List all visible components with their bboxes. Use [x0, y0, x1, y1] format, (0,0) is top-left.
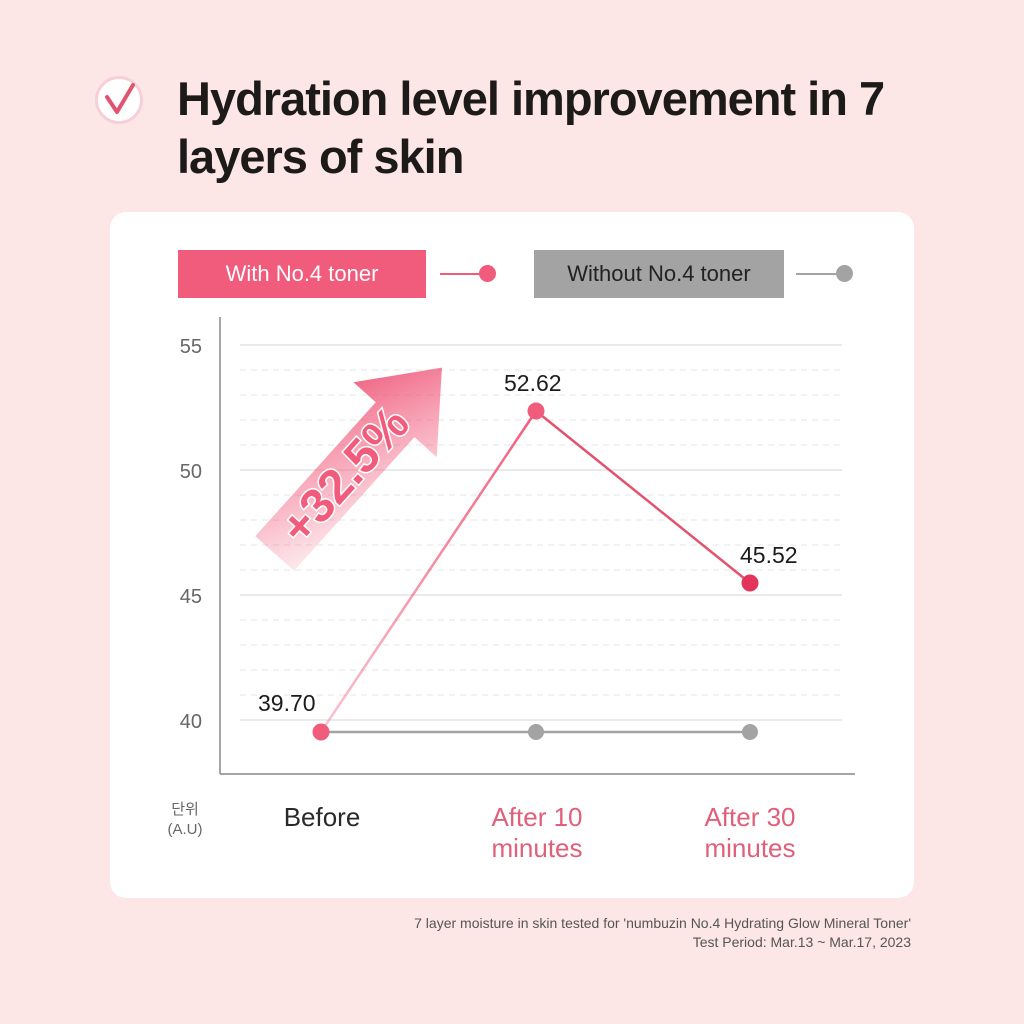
x-label-before: Before [283, 802, 361, 832]
legend-dot-with [479, 265, 496, 282]
value-before: 39.70 [258, 690, 316, 716]
y-tick-45: 45 [179, 586, 202, 608]
legend-with-toner: With No.4 toner [178, 250, 426, 298]
legend-line-without [796, 273, 836, 275]
header: Hydration level improvement in 7 layers … [95, 70, 885, 183]
value-30min: 45.52 [740, 542, 798, 568]
legend-dot-without [836, 265, 853, 282]
point-with-10min [527, 402, 545, 420]
y-tick-55: 55 [179, 336, 202, 358]
point-with-30min [741, 574, 759, 592]
y-tick-50: 50 [179, 461, 202, 483]
page-title: Hydration level improvement in 7 layers … [177, 72, 885, 183]
footnote: 7 layer moisture in skin tested for 'num… [414, 915, 911, 950]
unit-label: 단위 (A.U) [167, 801, 203, 838]
x-label-30min: After 30 minutes [704, 802, 796, 863]
checkmark-circle-icon [95, 76, 143, 124]
increase-arrow: +32.5% [255, 367, 442, 571]
chart-card: With No.4 toner Without No.4 toner [110, 212, 914, 898]
series-with-fall [535, 410, 751, 584]
x-label-10min: After 10 minutes [491, 802, 583, 863]
series-with-rise [319, 410, 538, 733]
svg-text:+32.5%: +32.5% [271, 397, 420, 554]
legend-line-with [440, 273, 480, 275]
point-without-10min [528, 724, 544, 740]
y-tick-40: 40 [179, 711, 202, 733]
value-10min: 52.62 [504, 370, 562, 396]
legend-without-toner: Without No.4 toner [534, 250, 784, 298]
point-without-30min [742, 724, 758, 740]
line-chart: +32.5% [219, 317, 855, 775]
point-with-before [312, 723, 330, 741]
